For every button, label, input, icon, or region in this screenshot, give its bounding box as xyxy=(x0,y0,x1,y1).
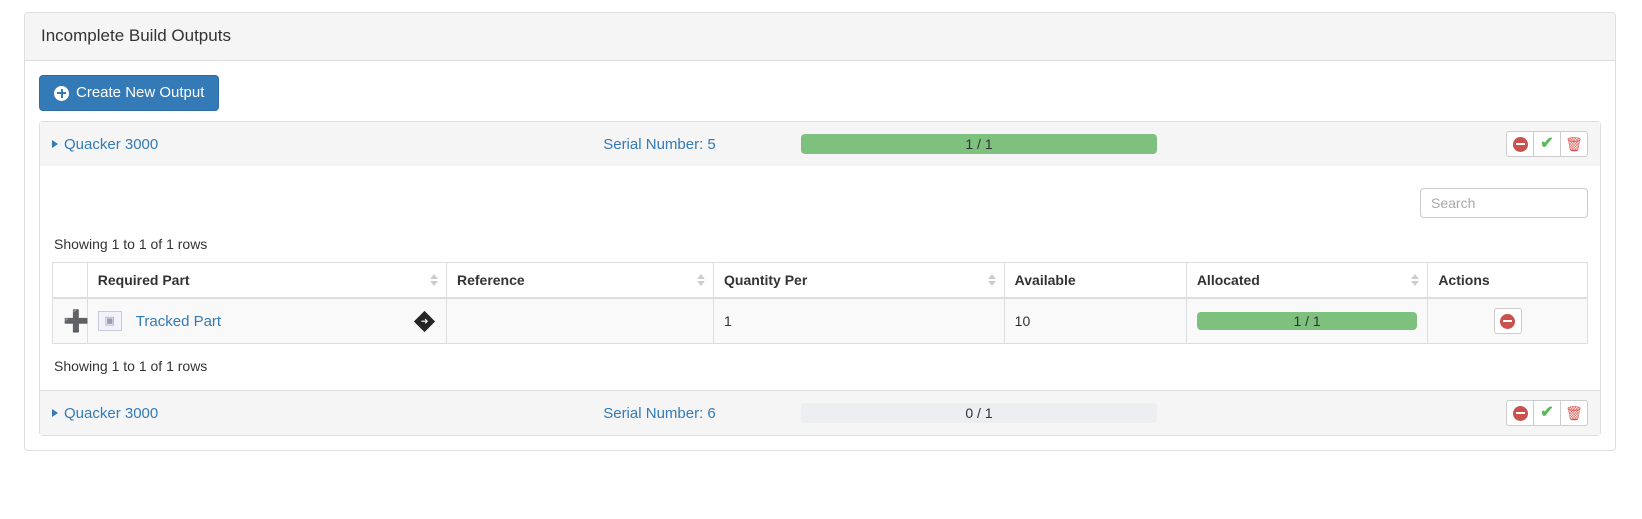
build-output-block: Quacker 3000 Serial Number: 6 0 / 1 xyxy=(40,390,1600,436)
table-header-expand xyxy=(52,262,88,300)
build-output-block: Quacker 3000 Serial Number: 5 1 / 1 xyxy=(40,122,1600,391)
part-link[interactable]: Tracked Part xyxy=(135,312,222,330)
build-output-serial-number[interactable]: Serial Number: 6 xyxy=(603,404,716,422)
build-output-title[interactable]: Quacker 3000 xyxy=(52,405,532,422)
incomplete-build-outputs-panel: Incomplete Build Outputs Create New Outp… xyxy=(24,12,1616,452)
check-icon: ✔ xyxy=(1540,404,1554,422)
progress-track: 1 / 1 xyxy=(801,134,1157,155)
table-header-label: Required Part xyxy=(97,272,190,289)
search-input[interactable] xyxy=(1420,188,1588,219)
allocation-table: Required Part Reference Quantity Per xyxy=(52,262,1588,345)
table-row: ➕ ▣ Tracked Part ➜ xyxy=(52,297,1588,345)
table-header-quantity-per[interactable]: Quantity Per xyxy=(713,262,1005,300)
panel-body: Create New Output Quacker 3000 Serial Nu… xyxy=(25,61,1615,451)
cancel-build-output-button[interactable] xyxy=(1506,131,1534,158)
build-output-progress: 0 / 1 xyxy=(801,403,1157,424)
plus-icon[interactable]: ➕ xyxy=(63,309,90,333)
rows-count-bottom: Showing 1 to 1 of 1 rows xyxy=(54,358,208,375)
caret-right-icon xyxy=(52,409,58,418)
row-actions-cell xyxy=(1427,297,1588,345)
caret-right-icon xyxy=(52,140,58,149)
check-icon: ✔ xyxy=(1540,135,1554,153)
build-output-actions: ✔ 🗑 xyxy=(1506,400,1588,427)
cancel-build-output-button[interactable] xyxy=(1506,400,1534,427)
progress-bar-fill xyxy=(1196,312,1418,331)
build-output-part-link[interactable]: Quacker 3000 xyxy=(64,135,159,153)
delete-build-output-button[interactable]: 🗑 xyxy=(1560,400,1588,427)
create-new-output-button[interactable]: Create New Output xyxy=(39,74,220,112)
panel-heading: Incomplete Build Outputs xyxy=(25,13,1615,61)
complete-build-output-button[interactable]: ✔ xyxy=(1533,400,1561,427)
minus-circle-icon xyxy=(1512,405,1528,421)
table-header-available[interactable]: Available xyxy=(1003,262,1187,300)
table-header-reference[interactable]: Reference xyxy=(445,262,715,300)
table-header-label: Available xyxy=(1014,272,1076,289)
diamond-arrow-icon: ➜ xyxy=(413,310,436,333)
trash-icon: 🗑 xyxy=(1565,405,1583,422)
table-header-label: Allocated xyxy=(1196,272,1260,289)
build-output-header[interactable]: Quacker 3000 Serial Number: 5 1 / 1 xyxy=(40,122,1600,167)
build-output-progress: 1 / 1 xyxy=(801,134,1157,155)
sort-icon[interactable] xyxy=(429,273,438,287)
table-header-required-part[interactable]: Required Part xyxy=(86,262,447,300)
build-output-list: Quacker 3000 Serial Number: 5 1 / 1 xyxy=(39,121,1601,437)
minus-circle-icon xyxy=(1500,313,1516,329)
row-quantity-per-cell: 1 xyxy=(713,297,1005,345)
row-expand-cell[interactable]: ➕ xyxy=(52,297,90,345)
progress-label: 1 / 1 xyxy=(1293,313,1321,330)
rows-count-top: Showing 1 to 1 of 1 rows xyxy=(54,236,208,253)
build-output-serial-number[interactable]: Serial Number: 5 xyxy=(603,135,716,153)
progress-track: 1 / 1 xyxy=(1196,312,1418,331)
build-output-detail: Showing 1 to 1 of 1 rows Required Part xyxy=(40,166,1600,391)
trash-icon: 🗑 xyxy=(1565,136,1583,153)
progress-bar-fill xyxy=(801,134,1157,155)
sort-icon[interactable] xyxy=(987,273,996,287)
build-output-header[interactable]: Quacker 3000 Serial Number: 6 0 / 1 xyxy=(40,391,1600,436)
build-output-title[interactable]: Quacker 3000 xyxy=(52,136,532,153)
image-placeholder-icon: ▣ xyxy=(97,311,122,332)
table-header-label: Reference xyxy=(456,272,525,289)
table-header-actions: Actions xyxy=(1427,262,1588,300)
table-header-allocated[interactable]: Allocated xyxy=(1185,262,1429,300)
table-header-label: Actions xyxy=(1438,272,1490,289)
sort-icon[interactable] xyxy=(697,273,706,287)
minus-circle-icon xyxy=(1512,136,1528,152)
create-new-output-label: Create New Output xyxy=(76,83,205,101)
table-header-label: Quantity Per xyxy=(724,272,808,289)
row-reference-cell xyxy=(445,297,715,345)
progress-track: 0 / 1 xyxy=(801,403,1157,424)
build-output-part-link[interactable]: Quacker 3000 xyxy=(64,404,159,422)
plus-circle-icon xyxy=(54,85,69,101)
progress-label: 0 / 1 xyxy=(965,405,993,422)
row-required-part-cell: ▣ Tracked Part ➜ xyxy=(86,297,447,345)
row-allocated-cell: 1 / 1 xyxy=(1185,297,1429,345)
delete-build-output-button[interactable]: 🗑 xyxy=(1560,131,1588,158)
table-header-row: Required Part Reference Quantity Per xyxy=(52,262,1588,300)
page-title: Incomplete Build Outputs xyxy=(41,26,231,45)
build-output-actions: ✔ 🗑 xyxy=(1506,131,1588,158)
row-available-cell: 10 xyxy=(1003,297,1187,345)
complete-build-output-button[interactable]: ✔ xyxy=(1533,131,1561,158)
table-toolbar xyxy=(52,180,1588,232)
unallocate-stock-button[interactable] xyxy=(1493,308,1522,335)
sort-icon[interactable] xyxy=(1411,273,1420,287)
progress-label: 1 / 1 xyxy=(965,136,993,153)
